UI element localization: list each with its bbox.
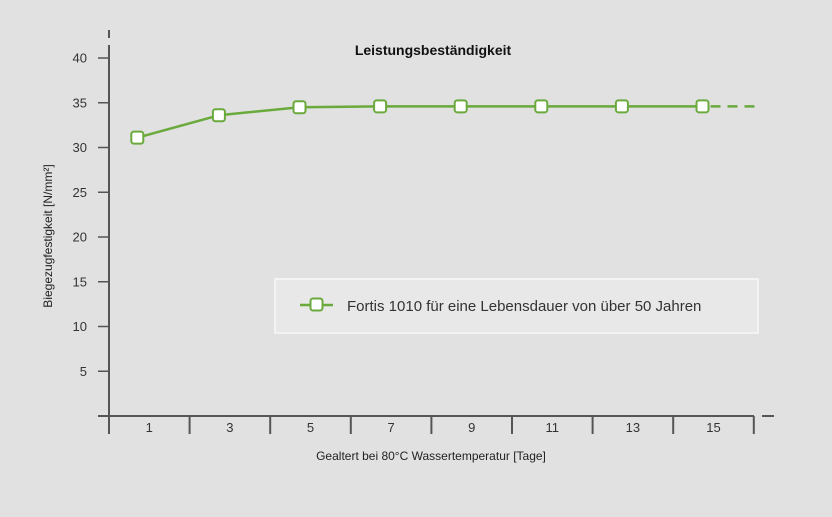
y-tick-label: 30 bbox=[73, 140, 87, 155]
legend-label: Fortis 1010 für eine Lebensdauer von übe… bbox=[347, 298, 701, 315]
chart-title: Leistungsbeständigkeit bbox=[355, 42, 512, 58]
x-tick-label: 11 bbox=[546, 420, 560, 435]
data-point bbox=[211, 108, 226, 123]
data-point bbox=[373, 99, 388, 114]
data-point bbox=[130, 130, 145, 145]
x-tick-label: 7 bbox=[387, 420, 394, 435]
data-point bbox=[453, 99, 468, 114]
y-tick-label: 5 bbox=[80, 364, 87, 379]
x-tick-label: 15 bbox=[706, 420, 720, 435]
data-point bbox=[534, 99, 549, 114]
y-tick-label: 15 bbox=[73, 274, 87, 289]
legend-marker bbox=[309, 297, 324, 312]
y-tick-label: 35 bbox=[73, 95, 87, 110]
legend: Fortis 1010 für eine Lebensdauer von übe… bbox=[274, 278, 759, 334]
y-tick-label: 20 bbox=[73, 230, 87, 245]
series-line bbox=[136, 105, 703, 139]
series-layer bbox=[130, 99, 758, 145]
data-point bbox=[614, 99, 629, 114]
y-tick-label: 25 bbox=[73, 185, 87, 200]
x-tick-label: 5 bbox=[307, 420, 314, 435]
x-axis-title: Gealtert bei 80°C Wassertemperatur [Tage… bbox=[316, 449, 546, 463]
y-tick-label: 10 bbox=[73, 319, 87, 334]
data-point bbox=[292, 100, 307, 115]
legend-box bbox=[274, 278, 759, 334]
y-tick-label: 40 bbox=[73, 51, 87, 66]
x-tick-label: 3 bbox=[226, 420, 233, 435]
y-axis-title: Biegezugfestigkeit [N/mm²] bbox=[41, 164, 55, 307]
x-tick-label: 13 bbox=[626, 420, 640, 435]
x-tick-label: 9 bbox=[468, 420, 475, 435]
data-point bbox=[695, 99, 710, 114]
x-tick-label: 1 bbox=[146, 420, 153, 435]
